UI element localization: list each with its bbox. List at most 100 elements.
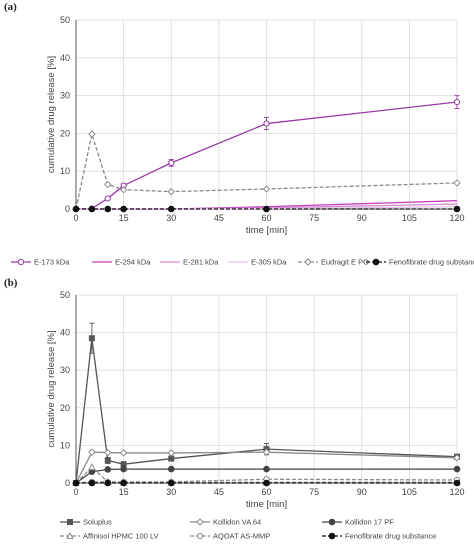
data-point [167,465,175,473]
data-point [88,479,96,487]
data-point [263,479,270,487]
y-tick-label: 30 [60,365,70,375]
x-tick-label: 30 [166,213,176,223]
data-point [167,187,175,196]
legend-item: Fenofibrate drug substance [366,258,474,267]
data-point [104,479,112,487]
panel-b: (b) 0 10 20 30 40 50 0 15 30 45 60 75 90 105 120 cumulat… [4,277,465,541]
panel-label: (b) [4,277,18,289]
x-tick-label: 105 [402,487,417,497]
legend-item: Affinisol HPMC 100 LV [60,532,159,541]
legend-swatch-marker [372,258,380,266]
y-axis-title: cumulative drug release [%] [46,330,57,447]
data-point [119,449,128,457]
x-tick-label: 75 [309,487,319,497]
legend-swatch-marker [66,531,74,539]
legend-swatch-marker [17,258,25,266]
legend-item: E-281 kDa [160,258,219,267]
data-point [167,479,175,487]
data-point [167,449,175,457]
x-tick-label: 45 [214,213,224,223]
data-point [120,465,127,473]
y-tick-label: 40 [60,53,70,63]
data-point [88,205,96,213]
y-tick-label: 20 [60,403,70,413]
x-tick-label: 120 [449,487,464,497]
data-point [72,205,80,213]
series-fenofibrate-drug-substance [72,479,461,487]
legend-label: E-173 kDa [34,258,70,267]
panel-a: (a) 0 10 20 30 40 50 0 15 30 45 60 75 90 105 120 cumulat… [4,1,474,267]
legend-label: E-305 kDa [251,258,287,267]
series-fenofibrate-drug-substance [72,205,461,213]
data-point [453,98,461,106]
legend-item: Fenofibrate drug substance [322,532,436,541]
y-tick-label: 0 [65,204,70,214]
series-kollidon-17-pf [72,465,461,487]
data-point [453,479,461,487]
legend-label: Fenofibrate drug substance [345,532,436,541]
x-tick-label: 90 [357,213,367,223]
x-tick-label: 120 [449,213,464,223]
data-point [104,195,111,202]
data-point [263,120,270,127]
x-tick-label: 60 [261,213,271,223]
legend-item: Kollidon 17 PF [322,518,394,527]
y-tick-label: 0 [65,478,70,488]
data-point [120,205,127,213]
x-tick-label: 90 [357,487,367,497]
x-tick-label: 0 [73,487,78,497]
panel-label: (a) [4,1,17,13]
data-point [453,179,461,187]
data-point [88,335,95,342]
data-point [104,205,112,213]
data-point [120,479,127,487]
data-point [104,448,112,457]
y-tick-label: 30 [60,91,70,101]
legend-item: E-305 kDa [228,258,287,267]
x-tick-label: 60 [261,487,271,497]
x-tick-label: 105 [402,213,417,223]
data-point [263,205,270,213]
y-tick-label: 50 [60,290,70,300]
x-axis-title: time [min] [246,499,287,510]
data-point [88,130,96,138]
data-point [263,465,270,473]
legend-item: Kollidon VA 64 [190,518,261,527]
data-point [119,186,128,194]
data-point [262,448,271,456]
data-point [168,455,175,462]
x-tick-label: 75 [309,213,319,223]
legend-swatch-marker [304,258,312,266]
y-axis-title: cumulative drug release [%] [46,56,57,173]
data-point [453,465,461,473]
data-point [168,159,175,166]
legend-label: Fenofibrate drug substance [389,258,474,267]
y-tick-label: 50 [60,15,70,25]
x-tick-label: 30 [166,487,176,497]
y-tick-label: 40 [60,328,70,338]
y-tick-label: 20 [60,128,70,138]
data-point [104,180,112,189]
legend-item: Eudragit E PO [298,258,369,267]
legend-item: Soluplus [60,518,112,527]
y-tick-label: 10 [60,166,70,176]
x-axis-title: time [min] [246,225,287,236]
data-point [72,479,80,487]
legend-item: E-173 kDa [11,258,70,267]
legend-item: E-254 kDa [92,258,151,267]
data-point [453,205,461,213]
legend-label: E-281 kDa [183,258,219,267]
data-point [167,205,175,213]
legend-label: Eudragit E PO [321,258,369,267]
legend-item: AQOAT AS-MMP [190,532,270,541]
data-point [453,454,461,462]
legend-label: Affinisol HPMC 100 LV [83,532,159,541]
legend-label: E-254 kDa [115,258,151,267]
legend-swatch-marker [328,518,336,526]
x-tick-label: 15 [119,487,129,497]
y-tick-label: 10 [60,440,70,450]
legend-label: Kollidon 17 PF [345,518,394,527]
legend-swatch-marker [67,519,73,525]
